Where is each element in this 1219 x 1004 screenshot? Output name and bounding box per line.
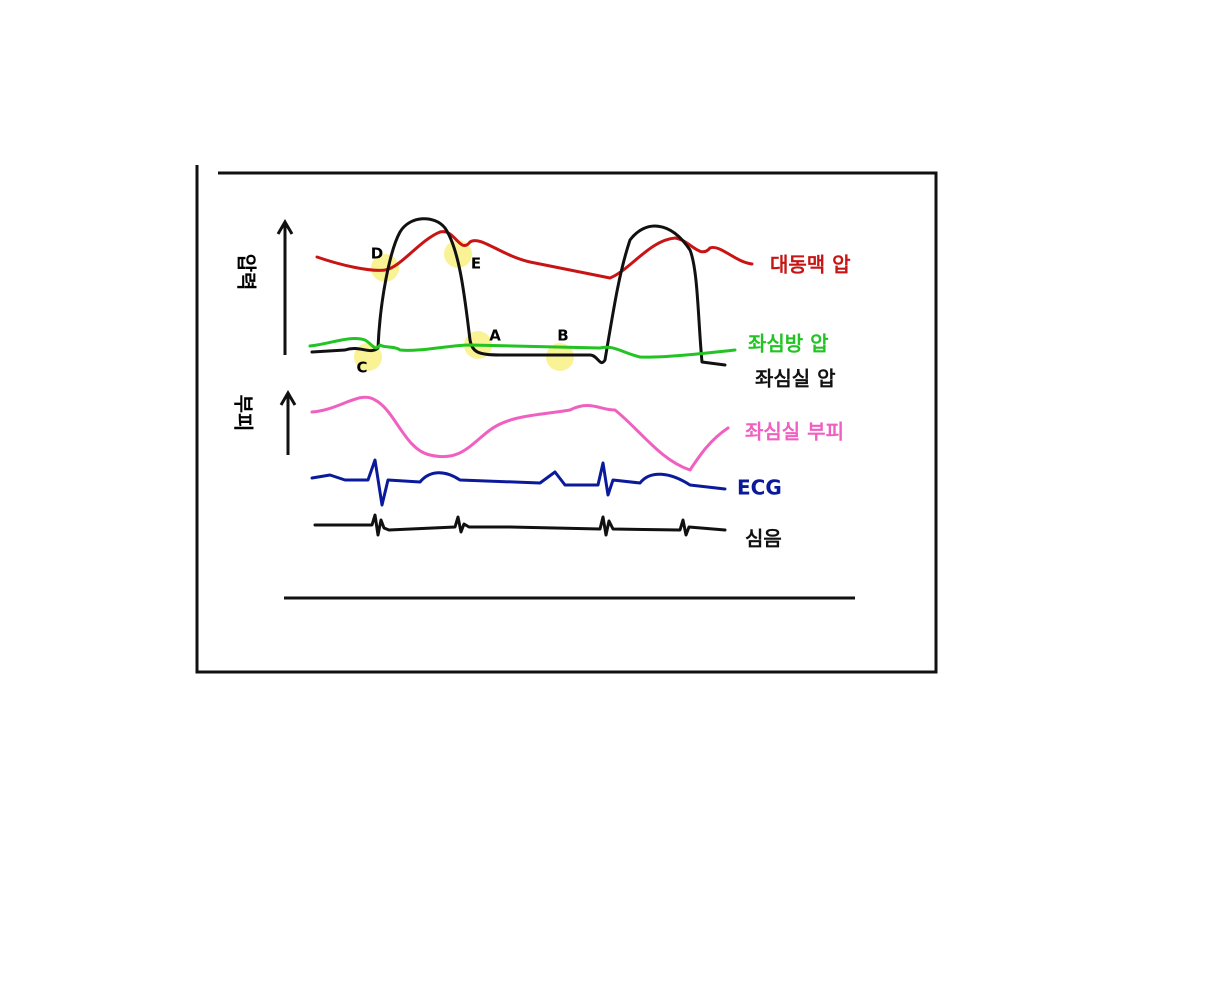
frame <box>195 165 938 674</box>
highlight <box>371 254 399 282</box>
lv-curve <box>310 217 727 367</box>
la-label: 좌심방 압 <box>748 332 829 356</box>
heart-sound-label: 심음 <box>745 527 782 551</box>
highlight <box>546 343 574 371</box>
volume-label: 부피 <box>232 395 256 432</box>
la-curve <box>308 337 737 359</box>
lv-label: 좌심실 압 <box>755 367 836 391</box>
ecg-label: ECG <box>737 476 782 500</box>
volume-arrow <box>279 390 297 455</box>
point-label: D <box>371 245 383 263</box>
volume-curve-label: 좌심실 부피 <box>745 420 844 444</box>
pressure-label: 압력 <box>235 254 259 291</box>
point-label: E <box>471 255 481 273</box>
aorta-label: 대동맥 압 <box>770 253 851 277</box>
volume-curve <box>310 395 730 472</box>
ecg-curve <box>310 458 727 507</box>
point-label: A <box>489 327 501 345</box>
pressure-arrow <box>276 219 294 355</box>
point-label: B <box>557 327 568 345</box>
heart-sound-curve <box>313 513 727 537</box>
point-label: C <box>356 359 367 377</box>
